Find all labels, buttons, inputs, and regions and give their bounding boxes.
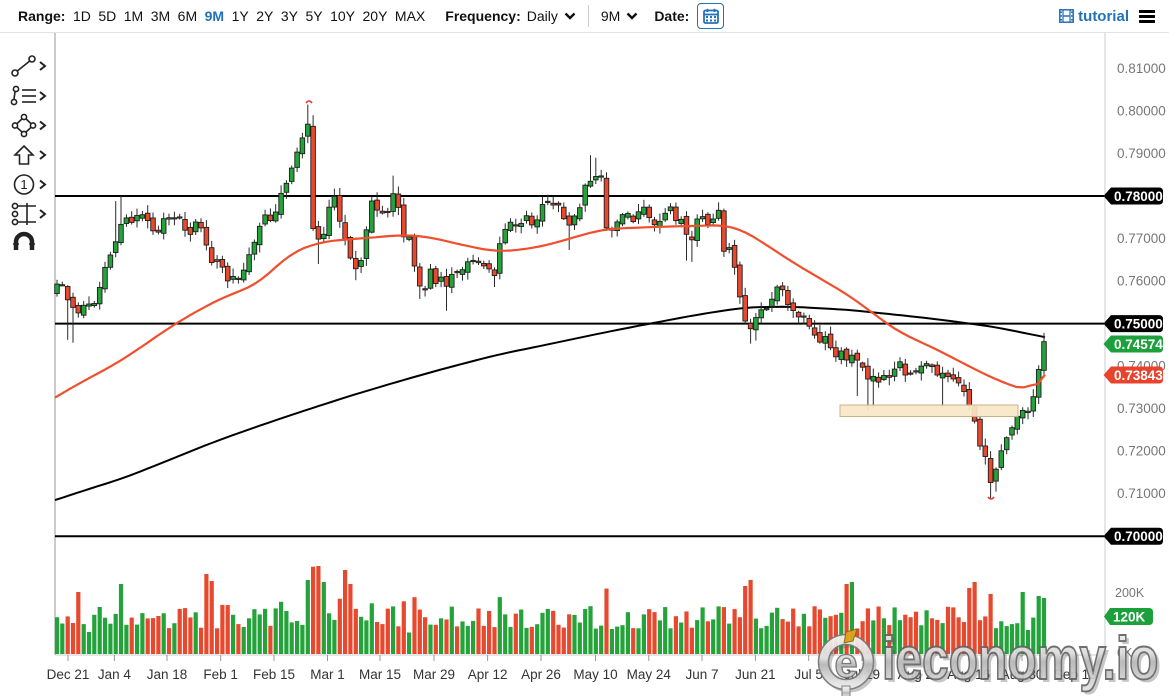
svg-text:0.74574: 0.74574: [1114, 337, 1163, 352]
svg-text:Jan 4: Jan 4: [98, 667, 132, 682]
svg-text:ieconomy.io: ieconomy.io: [882, 625, 1158, 692]
svg-text:0.79000: 0.79000: [1117, 146, 1166, 161]
svg-text:Aug 16: Aug 16: [947, 667, 990, 682]
svg-text:0.81000: 0.81000: [1117, 61, 1166, 76]
svg-text:0.72000: 0.72000: [1117, 444, 1166, 459]
svg-text:0.78000: 0.78000: [1114, 189, 1163, 204]
svg-text:Jun 7: Jun 7: [685, 667, 718, 682]
svg-text:e: e: [834, 639, 857, 686]
svg-text:Sep 13: Sep 13: [1054, 667, 1097, 682]
svg-text:0.71000: 0.71000: [1117, 486, 1166, 501]
svg-text:200K: 200K: [1115, 586, 1145, 600]
svg-text:0.75000: 0.75000: [1114, 316, 1163, 331]
svg-text:0K: 0K: [1117, 646, 1133, 660]
svg-text:Aug 2: Aug 2: [898, 667, 933, 682]
svg-text:Feb 1: Feb 1: [203, 667, 238, 682]
svg-text:120K: 120K: [1113, 610, 1146, 625]
svg-text:0.76000: 0.76000: [1117, 274, 1166, 289]
svg-text:Apr 26: Apr 26: [521, 667, 561, 682]
svg-text:Mar 15: Mar 15: [359, 667, 401, 682]
svg-text:Feb 15: Feb 15: [253, 667, 295, 682]
svg-text:Jan 18: Jan 18: [147, 667, 188, 682]
svg-text:Jul 5: Jul 5: [794, 667, 823, 682]
svg-text:Mar 1: Mar 1: [310, 667, 345, 682]
svg-text:Jun 21: Jun 21: [735, 667, 776, 682]
svg-text:0.80000: 0.80000: [1117, 103, 1166, 118]
svg-text:May 10: May 10: [573, 667, 617, 682]
svg-text:0.77000: 0.77000: [1117, 231, 1166, 246]
svg-text:1: 1: [20, 177, 27, 192]
svg-text:0.70000: 0.70000: [1114, 529, 1163, 544]
svg-text:May 24: May 24: [627, 667, 672, 682]
svg-text:ieconomy.io: ieconomy.io: [885, 628, 1161, 695]
svg-text:Apr 12: Apr 12: [468, 667, 508, 682]
svg-text:Mar 29: Mar 29: [413, 667, 455, 682]
svg-text:Aug 30: Aug 30: [1001, 667, 1044, 682]
svg-text:Dec 21: Dec 21: [47, 667, 90, 682]
svg-text:0.73000: 0.73000: [1117, 401, 1166, 416]
svg-text:0.73843: 0.73843: [1114, 368, 1163, 383]
